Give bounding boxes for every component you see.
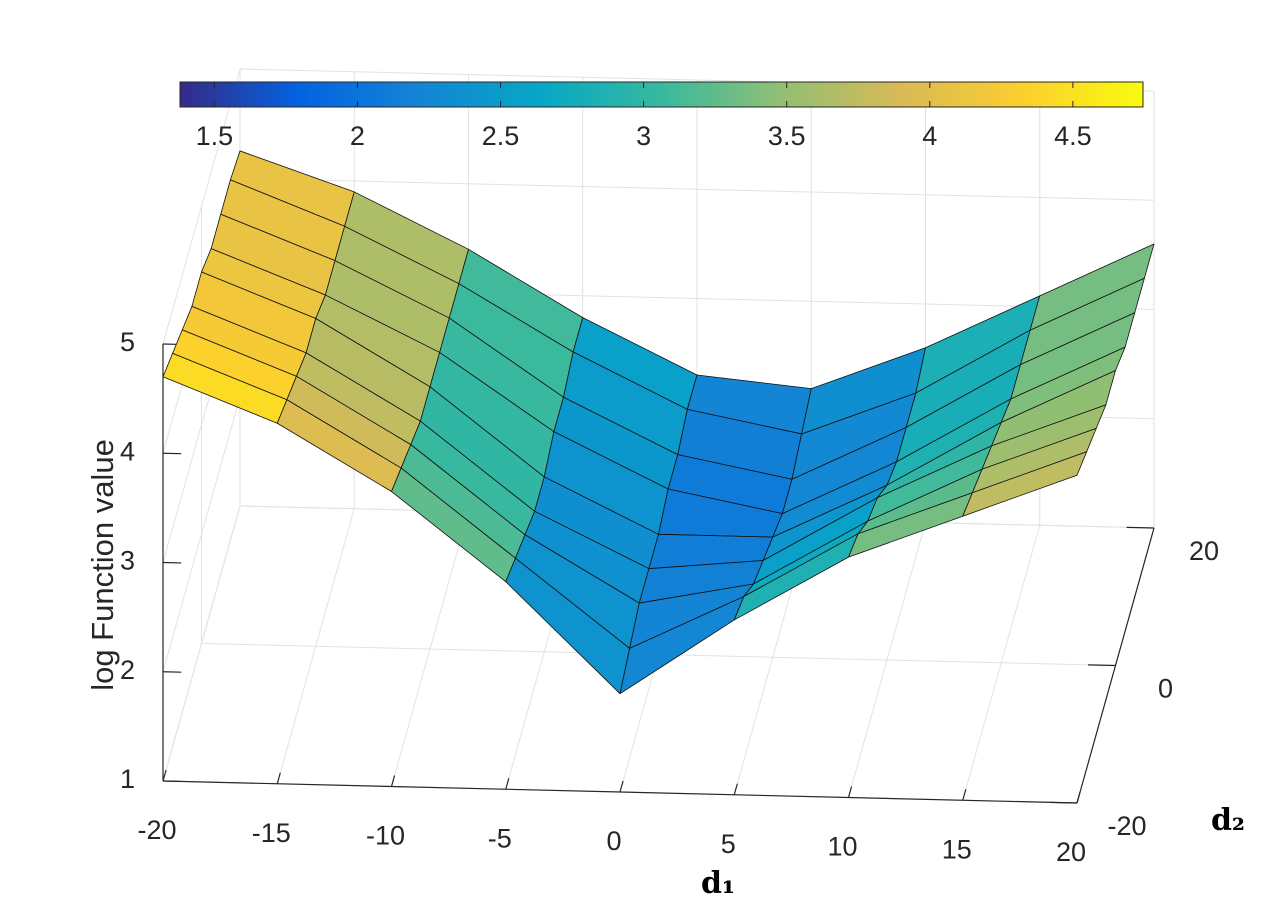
colorbar-tick-label: 4 [922,121,937,151]
y-tick [1049,801,1078,804]
x-tick [847,786,853,798]
x-tick-label: 0 [606,826,621,856]
x-tick [505,778,510,790]
y-tick-label: -20 [1107,811,1146,841]
x-tick-label: -5 [488,823,512,853]
y-tick-label: 20 [1189,536,1219,566]
x-tick-label: 20 [1056,837,1086,867]
y-axis-label: d₂ [1211,803,1245,838]
z-tick-label: 3 [120,546,135,576]
colorbar-tick-label: 1.5 [196,121,234,151]
grid-line [162,396,241,672]
x-tick-label: 5 [721,829,736,859]
x-tick-label: -15 [252,818,291,848]
x-tick [390,775,396,787]
x-tick [962,789,967,801]
z-tick-label: 1 [120,764,135,794]
x-tick [162,769,167,782]
x-tick [276,772,281,784]
grid-line [239,177,1155,201]
z-tick-label: 5 [120,327,135,357]
colorbar [179,81,1144,108]
y-tick [1126,526,1155,529]
colorbar-tick-label: 3 [636,121,651,151]
colorbar-tick-label: 3.5 [768,121,806,151]
y-tick-label: 0 [1158,674,1173,704]
x-tick [733,783,738,795]
x-tick-label: -10 [366,821,405,851]
x-tick [1076,791,1081,804]
z-axis-label: log Function value [85,439,120,691]
grid-line [162,68,241,345]
grid-line [162,505,241,782]
z-tick-label: 2 [120,655,135,685]
x-tick-label: 10 [827,832,857,862]
y-tick [1088,664,1116,667]
x-axis-label: d₁ [701,866,735,901]
x-tick-label: -20 [137,815,176,845]
colorbar-tick-label: 4.5 [1054,121,1092,151]
colorbar-tick-label: 2 [350,121,365,151]
z-tick-label: 4 [120,436,135,466]
surface-patch [962,451,1088,517]
colorbar-tick-label: 2.5 [482,121,520,151]
x-tick [619,780,624,793]
x-tick-label: 15 [942,834,972,864]
